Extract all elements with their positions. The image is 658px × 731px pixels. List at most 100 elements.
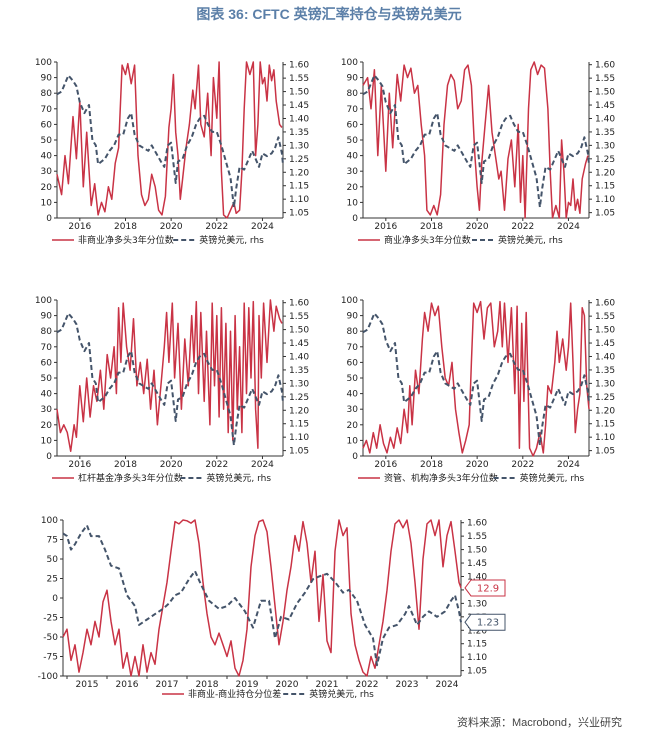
last-value-tag	[464, 579, 506, 597]
right-tick-label: 1.15	[595, 420, 615, 430]
left-tick-label: 90	[347, 312, 359, 322]
left-tick-label: 0	[352, 452, 358, 462]
right-tick-label: 1.30	[595, 379, 615, 389]
left-tick-label: 40	[347, 390, 359, 400]
legend-label: 资管、机构净多头3年分位数	[384, 472, 498, 484]
legend-label: 非商业-商业持仓分位差	[188, 688, 281, 700]
left-tick-label: 70	[347, 105, 359, 115]
left-tick-label: 90	[41, 312, 53, 322]
right-tick-label: 1.35	[289, 128, 309, 138]
gbpusd-series-line	[362, 74, 590, 209]
x-tick-label: 2016	[374, 460, 397, 470]
left-tick-label: 10	[347, 436, 359, 446]
right-tick-label: 1.25	[289, 155, 309, 165]
left-tick-label: 60	[41, 358, 53, 368]
legend-label: 英镑兑美元, rhs	[498, 234, 563, 246]
right-tick-label: 1.35	[595, 128, 615, 138]
x-tick-label: 2016	[68, 460, 91, 470]
left-tick-label: 80	[347, 89, 359, 99]
x-tick-label: 2016	[116, 680, 139, 690]
left-tick-label: 10	[41, 436, 53, 446]
right-tick-label: 1.45	[595, 339, 615, 349]
right-tick-label: 1.35	[289, 366, 309, 376]
right-tick-label: 1.15	[289, 182, 309, 192]
right-tick-label: 1.55	[595, 74, 615, 84]
right-tick-label: 1.15	[467, 640, 487, 650]
x-tick-label: 2018	[114, 460, 137, 470]
right-tick-label: 1.30	[595, 141, 615, 151]
left-tick-label: 80	[41, 327, 53, 337]
left-tick-label: 0	[52, 594, 58, 604]
right-tick-label: 1.50	[595, 88, 615, 98]
right-tick-label: 1.20	[467, 626, 487, 636]
x-tick-label: 2022	[205, 222, 228, 232]
x-tick-label: 2022	[511, 222, 534, 232]
left-tick-label: 80	[41, 89, 53, 99]
right-tick-label: 1.40	[289, 352, 309, 362]
right-tick-label: 1.10	[595, 195, 615, 205]
left-tick-label: 30	[347, 167, 359, 177]
right-tick-label: 1.05	[289, 447, 309, 457]
right-tick-label: 1.30	[289, 379, 309, 389]
x-tick-label: 2024	[251, 222, 274, 232]
left-tick-label: 50	[41, 374, 53, 384]
positioning-series-line	[362, 300, 590, 457]
x-tick-label: 2015	[76, 680, 99, 690]
left-tick-label: 70	[41, 343, 53, 353]
left-tick-label: 70	[41, 105, 53, 115]
right-tick-label: 1.10	[467, 653, 487, 663]
x-tick-label: 2022	[205, 460, 228, 470]
right-tick-label: 1.60	[289, 61, 309, 71]
right-tick-label: 1.20	[289, 168, 309, 178]
right-tick-label: 1.10	[289, 195, 309, 205]
x-tick-label: 2020	[160, 222, 183, 232]
left-tick-label: 90	[347, 74, 359, 84]
x-tick-label: 2020	[276, 680, 299, 690]
last-value-label: 1.23	[477, 618, 499, 629]
gbpusd-series-line	[362, 312, 590, 447]
x-tick-label: 2024	[557, 460, 580, 470]
last-value-tag	[464, 613, 506, 631]
chart-panel-5: -100-75-50-2502550751001.051.101.151.201…	[38, 516, 506, 700]
right-tick-label: 1.40	[595, 352, 615, 362]
left-tick-label: 100	[341, 296, 358, 306]
right-tick-label: 1.30	[467, 599, 487, 609]
left-tick-label: 30	[347, 405, 359, 415]
x-tick-label: 2019	[236, 680, 259, 690]
right-tick-label: 1.60	[595, 299, 615, 309]
right-tick-label: 1.55	[289, 74, 309, 84]
left-tick-label: 50	[347, 374, 359, 384]
right-tick-label: 1.40	[289, 114, 309, 124]
right-tick-label: 1.10	[289, 433, 309, 443]
left-tick-label: 100	[35, 58, 52, 68]
left-tick-label: 50	[41, 136, 53, 146]
x-tick-label: 2021	[316, 680, 339, 690]
left-tick-label: 40	[347, 152, 359, 162]
left-tick-label: 60	[347, 120, 359, 130]
right-tick-label: 1.35	[595, 366, 615, 376]
positioning-series-line	[362, 61, 589, 219]
right-tick-label: 1.20	[289, 406, 309, 416]
right-tick-label: 1.50	[289, 326, 309, 336]
x-tick-label: 2022	[356, 680, 379, 690]
right-tick-label: 1.25	[289, 393, 309, 403]
right-tick-label: 1.15	[595, 182, 615, 192]
legend-label: 杠杆基金净多头3年分位数	[78, 472, 183, 484]
right-tick-label: 1.55	[467, 532, 487, 542]
right-tick-label: 1.60	[467, 519, 487, 529]
left-tick-label: -50	[43, 633, 58, 643]
gbpusd-series-line	[56, 312, 284, 447]
left-tick-label: 60	[41, 120, 53, 130]
left-tick-label: 100	[35, 296, 52, 306]
left-tick-label: 70	[347, 343, 359, 353]
right-tick-label: 1.25	[595, 393, 615, 403]
left-tick-label: 20	[347, 183, 359, 193]
right-tick-label: 1.10	[595, 433, 615, 443]
legend-label: 商业净多头3年分位数	[384, 234, 471, 246]
left-tick-label: 40	[41, 152, 53, 162]
right-tick-label: 1.50	[595, 326, 615, 336]
right-tick-label: 1.50	[467, 546, 487, 556]
positioning-series-line	[56, 61, 283, 219]
left-tick-label: -100	[38, 672, 59, 682]
